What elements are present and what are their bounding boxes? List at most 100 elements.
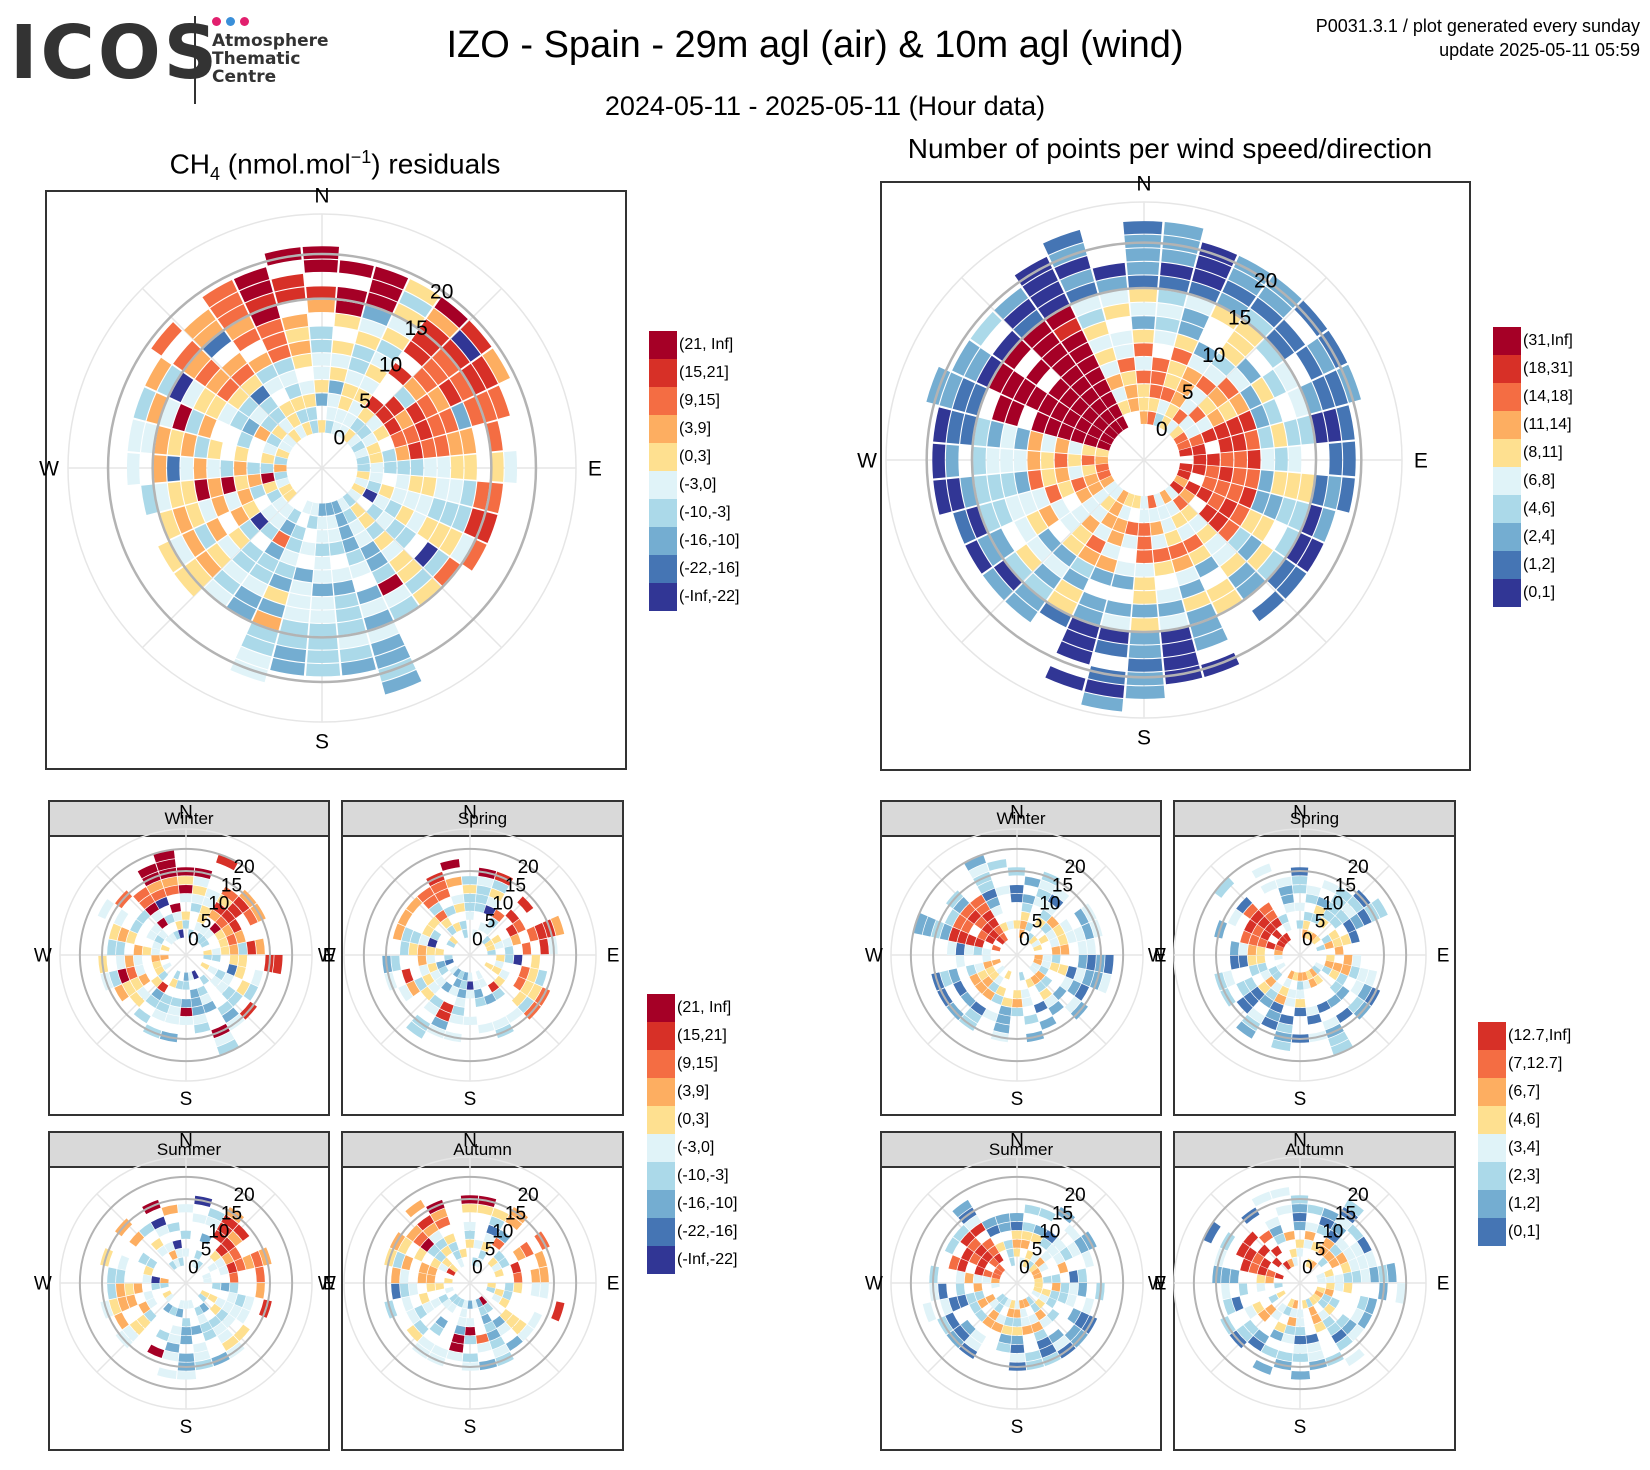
heat-cell xyxy=(247,462,260,474)
heat-cell xyxy=(1055,453,1068,468)
heat-cell xyxy=(1129,645,1161,658)
heat-cell xyxy=(1155,317,1179,333)
heat-cell xyxy=(465,903,475,911)
heat-cell xyxy=(1011,1008,1023,1016)
heat-cell xyxy=(996,1014,1010,1025)
heat-cell xyxy=(965,945,974,955)
heat-cell xyxy=(1291,1371,1310,1380)
heat-cell xyxy=(308,637,338,650)
heat-cell xyxy=(208,478,223,498)
heat-cell xyxy=(184,973,189,981)
heat-cell xyxy=(203,955,211,960)
heat-cell xyxy=(1297,1309,1304,1317)
heat-cell xyxy=(1095,456,1108,464)
heat-cell xyxy=(1060,944,1069,954)
legend-label: (2,4] xyxy=(1523,528,1555,546)
legend-label: (6,7] xyxy=(1508,1083,1540,1101)
speed-tick-label: 20 xyxy=(430,280,453,303)
heat-cell xyxy=(1135,564,1154,577)
heat-cell xyxy=(391,956,401,972)
heat-cell xyxy=(125,956,134,968)
speed-tick-label: 20 xyxy=(1348,857,1369,878)
heat-cell xyxy=(1041,452,1054,469)
legend-swatch xyxy=(1493,579,1521,607)
legend-label: (18,31] xyxy=(1523,360,1573,378)
heat-cell xyxy=(1201,653,1239,677)
heat-cell xyxy=(1140,496,1148,509)
heat-cell xyxy=(1232,468,1247,486)
heat-cell xyxy=(114,1312,128,1329)
legend-swatch xyxy=(647,1246,675,1274)
heat-cell xyxy=(465,1327,475,1335)
legend-label: (-22,-16] xyxy=(679,560,739,578)
heat-cell xyxy=(157,1367,177,1379)
heat-cell xyxy=(991,1283,1000,1288)
legend-label: (14,18] xyxy=(1523,388,1573,406)
speed-tick-label: 0 xyxy=(472,930,483,951)
heat-cell xyxy=(971,312,1002,346)
heat-cell xyxy=(273,955,283,974)
heat-cell xyxy=(1152,357,1170,372)
legend-item: (-22,-16] xyxy=(647,1218,737,1246)
heat-cell xyxy=(1022,997,1033,1007)
legend-swatch xyxy=(1478,1106,1506,1134)
heat-cell xyxy=(1335,1274,1344,1283)
speed-tick-label: 10 xyxy=(208,893,229,914)
heat-cell xyxy=(1218,467,1233,483)
heat-cell xyxy=(1249,965,1260,977)
legend-swatch xyxy=(1478,1134,1506,1162)
heat-cell xyxy=(335,593,359,609)
heat-cell xyxy=(996,1342,1010,1353)
legend-swatch xyxy=(1493,551,1521,579)
legend-item: (8,11] xyxy=(1493,439,1573,467)
heat-cell xyxy=(451,456,464,479)
heat-cell xyxy=(310,610,335,623)
heat-cell xyxy=(1140,411,1148,424)
heat-cell xyxy=(391,1284,401,1300)
heat-cell xyxy=(923,1302,936,1322)
heat-cell xyxy=(1115,561,1135,576)
speed-tick-label: 5 xyxy=(1032,1240,1043,1261)
legend-swatch xyxy=(647,994,675,1022)
heat-cell xyxy=(229,1283,238,1293)
heat-cell xyxy=(1248,945,1257,955)
heat-cell xyxy=(1041,434,1056,452)
heat-cell xyxy=(292,354,312,369)
heat-cell xyxy=(170,903,181,913)
heat-cell xyxy=(1045,666,1085,691)
heat-cell xyxy=(1014,1309,1021,1317)
heat-cell xyxy=(332,340,354,355)
speed-tick-label: 0 xyxy=(188,1258,199,1279)
legend-swatch xyxy=(649,415,677,443)
heat-cell xyxy=(995,885,1010,896)
speed-tick-label: 5 xyxy=(1182,381,1194,404)
legend-swatch xyxy=(1493,495,1521,523)
heat-cell xyxy=(1068,441,1082,454)
heat-cell xyxy=(151,1283,160,1290)
heat-cell xyxy=(491,452,504,482)
heat-cell xyxy=(162,1205,178,1216)
compass-label-e: E xyxy=(1437,1274,1450,1295)
legend-label: (9,15] xyxy=(679,392,720,410)
heat-cell xyxy=(1308,1306,1317,1316)
heat-cell xyxy=(434,435,450,457)
heat-cell xyxy=(234,461,247,475)
legend-swatch xyxy=(647,1190,675,1218)
heat-cell xyxy=(466,990,475,998)
heat-cell xyxy=(134,1283,143,1293)
heat-cell xyxy=(1052,955,1061,964)
legend-label: (0,3] xyxy=(679,448,711,466)
season-counts-legend: (12.7,Inf] (7,12.7] (6,7] (4,6] (3,4] (2,3] (1… xyxy=(1478,1022,1571,1246)
legend-label: (0,1] xyxy=(1508,1223,1540,1241)
heat-cell xyxy=(457,1259,464,1268)
compass-label-n: N xyxy=(1010,1131,1024,1152)
legend-swatch xyxy=(647,1218,675,1246)
heat-cell xyxy=(1207,453,1220,465)
heat-cell xyxy=(1157,587,1181,603)
heat-cell xyxy=(1292,876,1308,885)
compass-label-e: E xyxy=(607,946,620,967)
heat-cell xyxy=(1010,1345,1024,1353)
heat-cell xyxy=(192,894,205,904)
heat-cell xyxy=(194,479,210,501)
heat-cell xyxy=(208,439,223,459)
